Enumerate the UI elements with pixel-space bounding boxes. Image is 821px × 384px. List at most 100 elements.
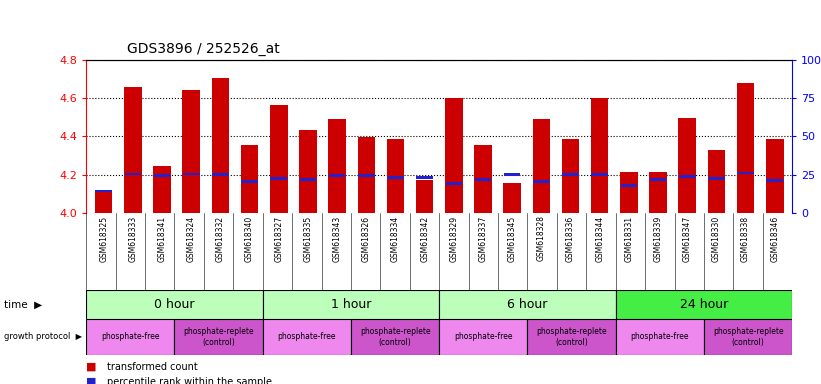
Bar: [388, 176, 404, 179]
Text: GSM618344: GSM618344: [595, 215, 604, 262]
Text: transformed count: transformed count: [107, 362, 198, 372]
Text: 1 hour: 1 hour: [331, 298, 371, 311]
Bar: [175, 319, 263, 355]
Text: GSM618335: GSM618335: [304, 215, 313, 262]
Bar: [678, 118, 696, 213]
Bar: [616, 290, 792, 319]
Bar: [95, 190, 112, 192]
Bar: [475, 145, 492, 213]
Text: GSM618347: GSM618347: [683, 215, 692, 262]
Bar: [620, 172, 638, 213]
Bar: [125, 172, 141, 175]
Bar: [616, 319, 704, 355]
Bar: [270, 177, 287, 180]
Text: percentile rank within the sample: percentile rank within the sample: [107, 377, 272, 384]
Text: GSM618329: GSM618329: [449, 215, 458, 262]
Text: GSM618324: GSM618324: [186, 215, 195, 262]
Text: GSM618330: GSM618330: [712, 215, 721, 262]
Text: phosphate-free: phosphate-free: [101, 333, 159, 341]
Bar: [241, 145, 259, 213]
Text: GSM618343: GSM618343: [333, 215, 342, 262]
Bar: [416, 180, 433, 213]
Bar: [649, 172, 667, 213]
Text: phosphate-free: phosphate-free: [454, 333, 512, 341]
Text: 24 hour: 24 hour: [680, 298, 728, 311]
Bar: [387, 139, 404, 213]
Bar: [95, 191, 112, 213]
Bar: [154, 174, 171, 177]
Text: GSM618339: GSM618339: [654, 215, 663, 262]
Bar: [416, 176, 433, 179]
Bar: [263, 319, 351, 355]
Text: GDS3896 / 252526_at: GDS3896 / 252526_at: [127, 42, 280, 56]
Bar: [475, 178, 491, 181]
Text: ■: ■: [86, 362, 97, 372]
Text: GSM618338: GSM618338: [741, 215, 750, 262]
Bar: [737, 172, 754, 174]
Bar: [351, 319, 439, 355]
Bar: [86, 290, 263, 319]
Bar: [358, 174, 374, 177]
Bar: [503, 183, 521, 213]
Bar: [591, 98, 608, 213]
Text: phosphate-replete
(control): phosphate-replete (control): [536, 327, 607, 347]
Text: GSM618342: GSM618342: [420, 215, 429, 262]
Bar: [328, 174, 346, 177]
Text: GSM618346: GSM618346: [770, 215, 779, 262]
Bar: [533, 180, 550, 183]
Text: phosphate-replete
(control): phosphate-replete (control): [360, 327, 430, 347]
Text: GSM618327: GSM618327: [274, 215, 283, 262]
Bar: [212, 78, 229, 213]
Bar: [182, 90, 200, 213]
Text: GSM618336: GSM618336: [566, 215, 575, 262]
Bar: [183, 172, 200, 175]
Text: GSM618337: GSM618337: [479, 215, 488, 262]
Bar: [124, 87, 142, 213]
Bar: [241, 180, 258, 183]
Text: GSM618334: GSM618334: [391, 215, 400, 262]
Bar: [300, 178, 316, 181]
Text: GSM618331: GSM618331: [625, 215, 633, 262]
Bar: [263, 290, 439, 319]
Bar: [704, 319, 792, 355]
Text: ■: ■: [86, 377, 97, 384]
Text: time  ▶: time ▶: [4, 299, 42, 310]
Bar: [445, 98, 462, 213]
Text: GSM618326: GSM618326: [362, 215, 371, 262]
Bar: [533, 119, 550, 213]
Text: 6 hour: 6 hour: [507, 298, 548, 311]
Text: GSM618341: GSM618341: [158, 215, 167, 262]
Text: GSM618340: GSM618340: [245, 215, 254, 262]
Bar: [439, 290, 616, 319]
Bar: [736, 83, 754, 213]
Bar: [504, 174, 521, 176]
Text: phosphate-replete
(control): phosphate-replete (control): [183, 327, 254, 347]
Text: 0 hour: 0 hour: [154, 298, 195, 311]
Bar: [767, 179, 783, 182]
Bar: [562, 174, 579, 176]
Bar: [270, 104, 287, 213]
Text: GSM618333: GSM618333: [128, 215, 137, 262]
Bar: [708, 177, 725, 180]
Bar: [621, 184, 637, 187]
Bar: [439, 319, 528, 355]
Text: growth protocol  ▶: growth protocol ▶: [4, 333, 82, 341]
Bar: [328, 119, 346, 213]
Bar: [299, 130, 317, 213]
Bar: [708, 150, 725, 213]
Text: GSM618332: GSM618332: [216, 215, 225, 262]
Bar: [591, 174, 608, 176]
Text: GSM618328: GSM618328: [537, 215, 546, 262]
Bar: [212, 174, 229, 176]
Bar: [562, 139, 580, 213]
Bar: [357, 137, 375, 213]
Text: phosphate-replete
(control): phosphate-replete (control): [713, 327, 783, 347]
Text: phosphate-free: phosphate-free: [631, 333, 689, 341]
Bar: [446, 182, 462, 185]
Bar: [679, 175, 695, 178]
Bar: [154, 166, 171, 213]
Bar: [86, 319, 175, 355]
Bar: [766, 139, 783, 213]
Text: GSM618345: GSM618345: [507, 215, 516, 262]
Text: GSM618325: GSM618325: [99, 215, 108, 262]
